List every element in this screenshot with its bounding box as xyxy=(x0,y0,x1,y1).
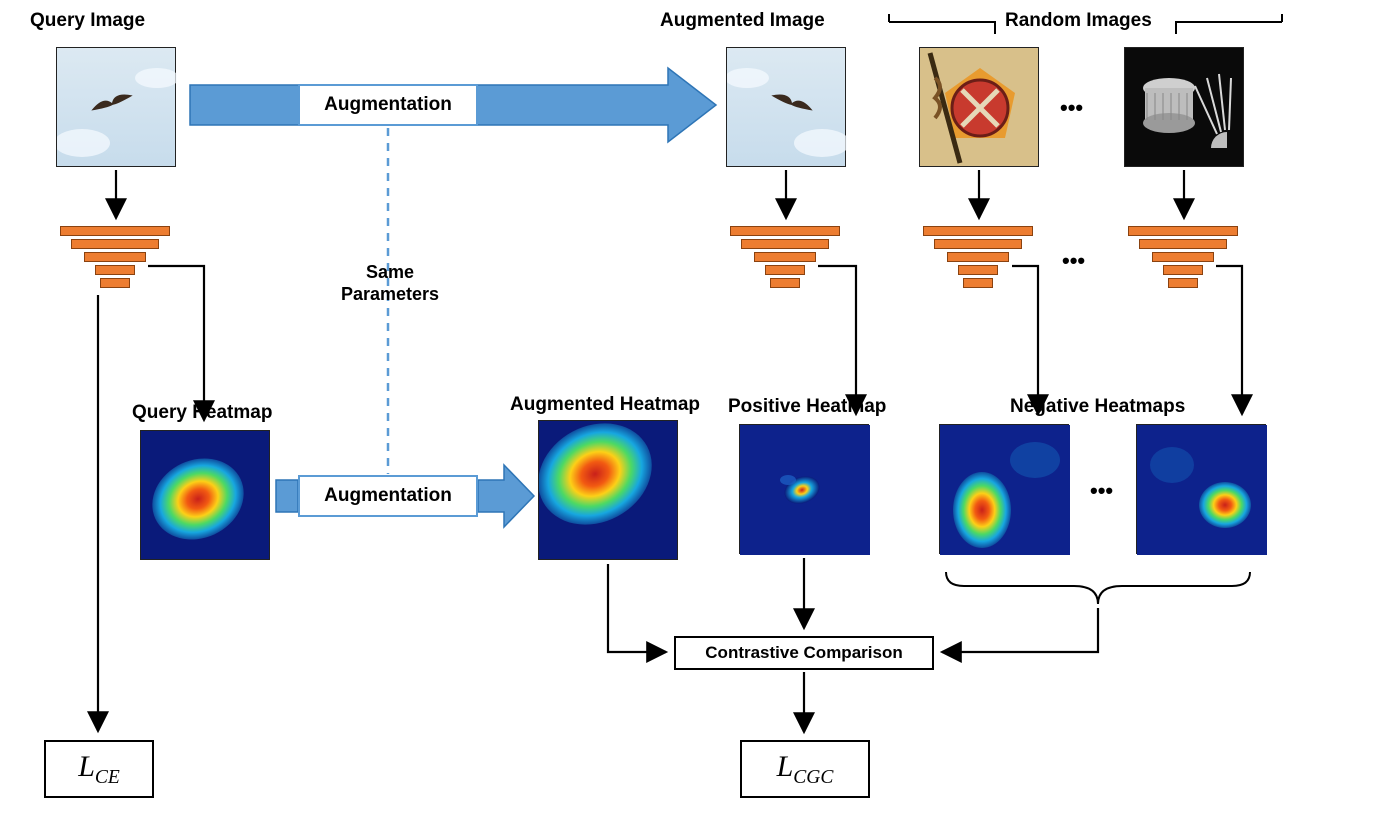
random-image-1 xyxy=(919,47,1039,167)
dots-cnn: ••• xyxy=(1062,248,1085,274)
contrastive-box: Contrastive Comparison xyxy=(674,636,934,670)
label-query-heatmap: Query Heatmap xyxy=(132,402,272,424)
positive-heatmap xyxy=(739,424,869,554)
cnn-augmented xyxy=(730,226,840,288)
L-CGC-symbol: L xyxy=(777,750,794,783)
L-CGC-sub: CGC xyxy=(793,767,833,788)
dots-images: ••• xyxy=(1060,95,1083,121)
cnn-random-1 xyxy=(923,226,1033,288)
query-image xyxy=(56,47,176,167)
augmentation-box-top: Augmentation xyxy=(298,84,478,126)
augmentation-box-bottom: Augmentation xyxy=(298,475,478,517)
negative-heatmap-1 xyxy=(939,424,1069,554)
query-heatmap xyxy=(140,430,270,560)
cnn-random-2 xyxy=(1128,226,1238,288)
random-image-2 xyxy=(1124,47,1244,167)
label-augmented-heatmap: Augmented Heatmap xyxy=(510,394,700,416)
dots-heatmaps: ••• xyxy=(1090,478,1113,504)
label-parameters: Parameters xyxy=(335,284,445,305)
negative-heatmap-2 xyxy=(1136,424,1266,554)
L-CGC-box: LCGC xyxy=(740,740,870,798)
L-CE-symbol: L xyxy=(78,750,95,783)
label-augmented-image: Augmented Image xyxy=(660,10,825,32)
cnn-query xyxy=(60,226,170,288)
augmented-image xyxy=(726,47,846,167)
label-same: Same xyxy=(345,262,435,283)
label-negative-heatmaps: Negative Heatmaps xyxy=(1010,396,1185,418)
L-CE-box: LCE xyxy=(44,740,154,798)
label-query-image: Query Image xyxy=(30,10,145,32)
label-random-images: Random Images xyxy=(1005,10,1152,32)
L-CE-sub: CE xyxy=(95,767,120,788)
label-positive-heatmap: Positive Heatmap xyxy=(728,396,886,418)
augmented-heatmap xyxy=(538,420,678,560)
